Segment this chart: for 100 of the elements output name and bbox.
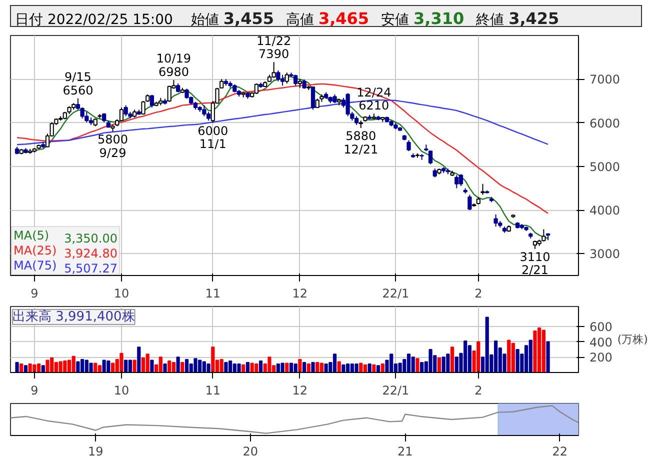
bar xyxy=(211,346,215,372)
bar xyxy=(237,364,241,372)
bar xyxy=(450,346,454,372)
bar xyxy=(128,360,132,372)
candlestick xyxy=(406,140,411,152)
bar xyxy=(285,362,289,372)
bar xyxy=(194,358,198,372)
bar xyxy=(36,364,41,372)
bar xyxy=(380,364,384,372)
bar xyxy=(124,360,128,372)
y-tick-label: 600 xyxy=(590,320,612,334)
x-tick-label: 12 xyxy=(292,384,308,398)
bar xyxy=(437,357,442,372)
y-tick-label: 400 xyxy=(590,335,612,350)
bar xyxy=(242,364,246,372)
candlestick xyxy=(480,183,485,196)
bar xyxy=(206,364,210,372)
bar xyxy=(316,362,320,372)
bar xyxy=(542,330,546,372)
x-tick-label: 22 xyxy=(552,444,568,458)
bar xyxy=(106,360,110,372)
candlestick xyxy=(102,112,106,123)
annotation: 5880 12/21 xyxy=(344,129,378,156)
bar xyxy=(528,340,532,372)
text: 始値 3,455 xyxy=(190,9,274,28)
x-tick-label: 11 xyxy=(205,286,221,300)
text: 安値 3,310 xyxy=(381,9,464,28)
bar xyxy=(141,357,146,372)
candlestick xyxy=(494,214,498,228)
candlestick xyxy=(119,107,124,122)
y-tick-label: 5000 xyxy=(590,160,620,174)
annotation: 3110 2/21 xyxy=(520,250,550,278)
candlestick xyxy=(428,150,433,165)
bar xyxy=(294,364,298,372)
bar xyxy=(416,358,420,372)
line-series xyxy=(16,83,549,214)
x-tick-label: 10 xyxy=(114,286,130,300)
bar xyxy=(24,365,28,372)
text: 高値 3,465 xyxy=(286,9,370,28)
bar xyxy=(172,362,176,372)
bar xyxy=(320,362,324,372)
bar xyxy=(76,361,80,372)
y-axis-title: (万株) xyxy=(617,333,648,346)
bar xyxy=(398,362,402,372)
candlestick xyxy=(141,100,146,115)
candlestick xyxy=(276,70,280,82)
annotation: 5,507.27 xyxy=(64,262,118,276)
bar xyxy=(120,352,124,372)
bar xyxy=(220,358,224,372)
candlestick xyxy=(284,72,289,84)
bar xyxy=(337,361,341,372)
bar xyxy=(359,362,363,372)
bar xyxy=(428,348,432,372)
bar xyxy=(376,365,380,372)
bar xyxy=(363,364,368,372)
annotation: 10/19 6980 xyxy=(156,52,192,80)
bar xyxy=(102,360,106,372)
candlestick xyxy=(254,83,258,94)
text: 終値 3,425 xyxy=(476,9,560,28)
bar xyxy=(332,354,337,372)
bar xyxy=(132,360,136,372)
bar xyxy=(150,360,154,372)
bar xyxy=(15,362,19,372)
x-tick-label: 12 xyxy=(292,286,308,300)
bar xyxy=(67,360,72,372)
bar xyxy=(511,342,516,372)
bar xyxy=(20,364,24,372)
bar xyxy=(298,358,302,372)
x-tick-label: 22/1 xyxy=(382,384,410,398)
bar xyxy=(372,364,376,372)
bar xyxy=(302,362,306,372)
bar xyxy=(246,362,250,372)
x-tick-label: 20 xyxy=(242,444,258,458)
text: MA(25) xyxy=(14,244,57,258)
y-tick-label: 200 xyxy=(590,350,612,365)
candlestick xyxy=(346,92,350,117)
y-tick-label: 4000 xyxy=(590,204,620,218)
bar xyxy=(516,348,520,372)
chart-title: 出来高 3,991,400株 xyxy=(12,308,135,324)
candlestick xyxy=(150,94,154,108)
bar xyxy=(158,356,162,372)
candlestick xyxy=(202,104,206,117)
bar xyxy=(224,362,228,372)
annotation: 3,924.80 xyxy=(64,246,118,260)
candlestick xyxy=(454,174,459,189)
y-tick-label: 7000 xyxy=(590,72,620,87)
x-tick-label: 21 xyxy=(398,444,413,458)
bar xyxy=(46,360,50,372)
x-tick-label: 22/1 xyxy=(382,286,410,300)
bar xyxy=(168,360,172,372)
candlestick xyxy=(468,194,472,211)
x-tick-label: 19 xyxy=(88,444,104,458)
x-tick-label: 11 xyxy=(205,384,221,398)
bar xyxy=(98,365,102,372)
bar xyxy=(72,356,76,372)
bar xyxy=(58,361,62,372)
x-tick-label: 9 xyxy=(30,286,38,300)
bar xyxy=(546,341,550,372)
y-tick-label: 3000 xyxy=(590,247,620,262)
bar xyxy=(184,358,189,372)
